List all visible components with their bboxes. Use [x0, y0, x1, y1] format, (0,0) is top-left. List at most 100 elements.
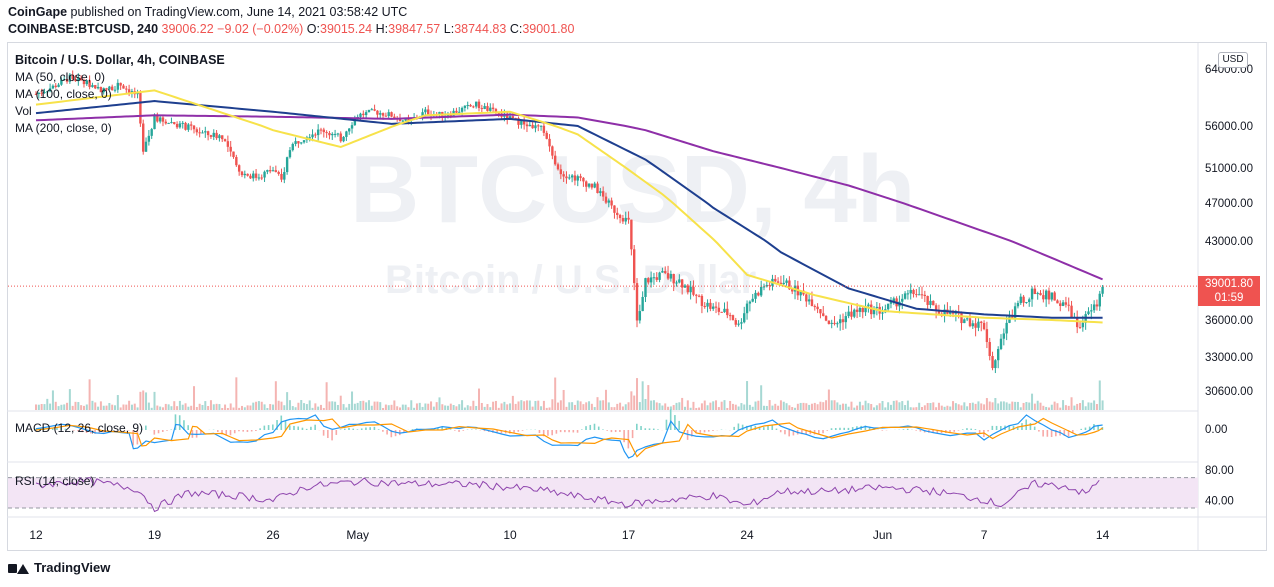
volume-bar — [57, 406, 60, 410]
candle-body — [209, 135, 213, 137]
volume-bar — [212, 404, 215, 410]
volume-bar — [63, 404, 66, 410]
candle-body — [204, 131, 207, 133]
candle-body — [74, 78, 77, 82]
macd-histogram-bar — [1067, 430, 1070, 437]
macd-histogram-bar — [602, 429, 604, 430]
candle-body — [1061, 302, 1065, 306]
volume-bar — [427, 403, 430, 410]
candle-body — [838, 319, 842, 324]
volume-bar — [161, 407, 164, 410]
volume-bar — [173, 401, 176, 410]
price-tick-label: 36000.00 — [1205, 315, 1253, 327]
legend-vol[interactable]: Vol — [15, 104, 32, 118]
volume-bar — [1000, 401, 1003, 410]
candle-body — [728, 315, 732, 317]
macd-histogram-bar — [555, 430, 558, 434]
volume-bar — [870, 404, 873, 410]
candle-body — [232, 151, 235, 158]
volume-bar — [51, 390, 54, 410]
volume-bar — [35, 404, 37, 410]
volume-bar — [74, 401, 77, 410]
candle-body — [915, 294, 918, 296]
volume-bar — [915, 407, 918, 410]
volume-bar — [537, 400, 540, 410]
volume-bar — [489, 407, 492, 410]
volume-bar — [1067, 405, 1070, 410]
high-label: H: — [375, 22, 389, 36]
volume-bar — [1022, 402, 1025, 410]
volume-bar — [80, 405, 83, 410]
chart-frame[interactable] — [7, 42, 1267, 551]
macd-histogram-bar — [915, 430, 917, 431]
candle-body — [917, 294, 921, 296]
volume-bar — [825, 400, 828, 410]
candle-body — [1059, 303, 1062, 306]
volume-bar — [949, 406, 952, 410]
legend-ma100[interactable]: MA (100, close, 0) — [15, 87, 112, 101]
candle-body — [669, 273, 673, 279]
macd-histogram-bar — [310, 426, 312, 430]
macd-histogram-bar — [35, 428, 37, 430]
macd-histogram-bar — [640, 426, 642, 430]
candle-body — [206, 131, 210, 136]
volume-bar — [616, 403, 619, 410]
candle-body — [774, 278, 777, 282]
candle-body — [542, 125, 546, 133]
candle-body — [364, 112, 368, 116]
candle-body — [1070, 305, 1073, 318]
volume-bar — [68, 389, 71, 410]
candle-body — [223, 139, 227, 142]
candle-body — [336, 133, 340, 135]
volume-bar — [410, 400, 413, 410]
candle-body — [37, 92, 41, 94]
volume-bar — [46, 398, 49, 410]
candle-body — [370, 109, 373, 111]
volume-bar — [240, 405, 243, 410]
volume-bar — [796, 403, 799, 410]
candle-body — [971, 323, 974, 327]
candle-body — [381, 113, 385, 116]
currency-button[interactable]: USD — [1218, 52, 1248, 68]
candle-body — [122, 85, 125, 89]
candle-body — [277, 171, 280, 174]
tradingview-footer[interactable]: TradingView — [8, 560, 110, 575]
candle-body — [996, 349, 1000, 361]
volume-bar — [1025, 401, 1028, 410]
legend-ma50[interactable]: MA (50, close, 0) — [15, 70, 106, 84]
volume-bar — [858, 401, 861, 410]
legend-rsi[interactable]: RSI (14, close) — [15, 474, 95, 488]
candle-body — [1030, 288, 1034, 300]
legend-ma200[interactable]: MA (200, close, 0) — [15, 121, 112, 135]
volume-bar — [246, 405, 249, 410]
author-name[interactable]: CoinGape — [8, 5, 68, 19]
macd-histogram-bar — [585, 426, 587, 430]
macd-histogram-bar — [966, 428, 968, 430]
ma100-line — [35, 100, 1103, 319]
candle-body — [345, 131, 348, 137]
volume-bar — [683, 406, 686, 410]
candle-body — [813, 306, 816, 308]
volume-bar — [610, 407, 613, 410]
candle-body — [539, 125, 543, 127]
candle-body — [601, 191, 605, 197]
volume-bar — [1087, 402, 1090, 410]
candle-body — [678, 279, 681, 283]
price-tick-label: 33000.00 — [1205, 352, 1253, 364]
candle-body — [745, 303, 749, 314]
legend-macd[interactable]: MACD (12, 26, close, 9) — [15, 421, 144, 435]
ma200-line — [35, 113, 1103, 281]
macd-histogram-bar — [1008, 425, 1011, 430]
candle-body — [607, 200, 610, 203]
macd-histogram-bar — [707, 430, 710, 432]
volume-bar — [971, 402, 974, 410]
volume-bar — [830, 400, 833, 410]
candle-body — [486, 106, 489, 111]
macd-histogram-bar — [233, 430, 236, 434]
candle-body — [353, 118, 357, 126]
volume-bar — [528, 400, 531, 410]
macd-histogram-bar — [153, 430, 156, 435]
candle-body — [779, 282, 783, 285]
volume-bar — [444, 405, 447, 410]
